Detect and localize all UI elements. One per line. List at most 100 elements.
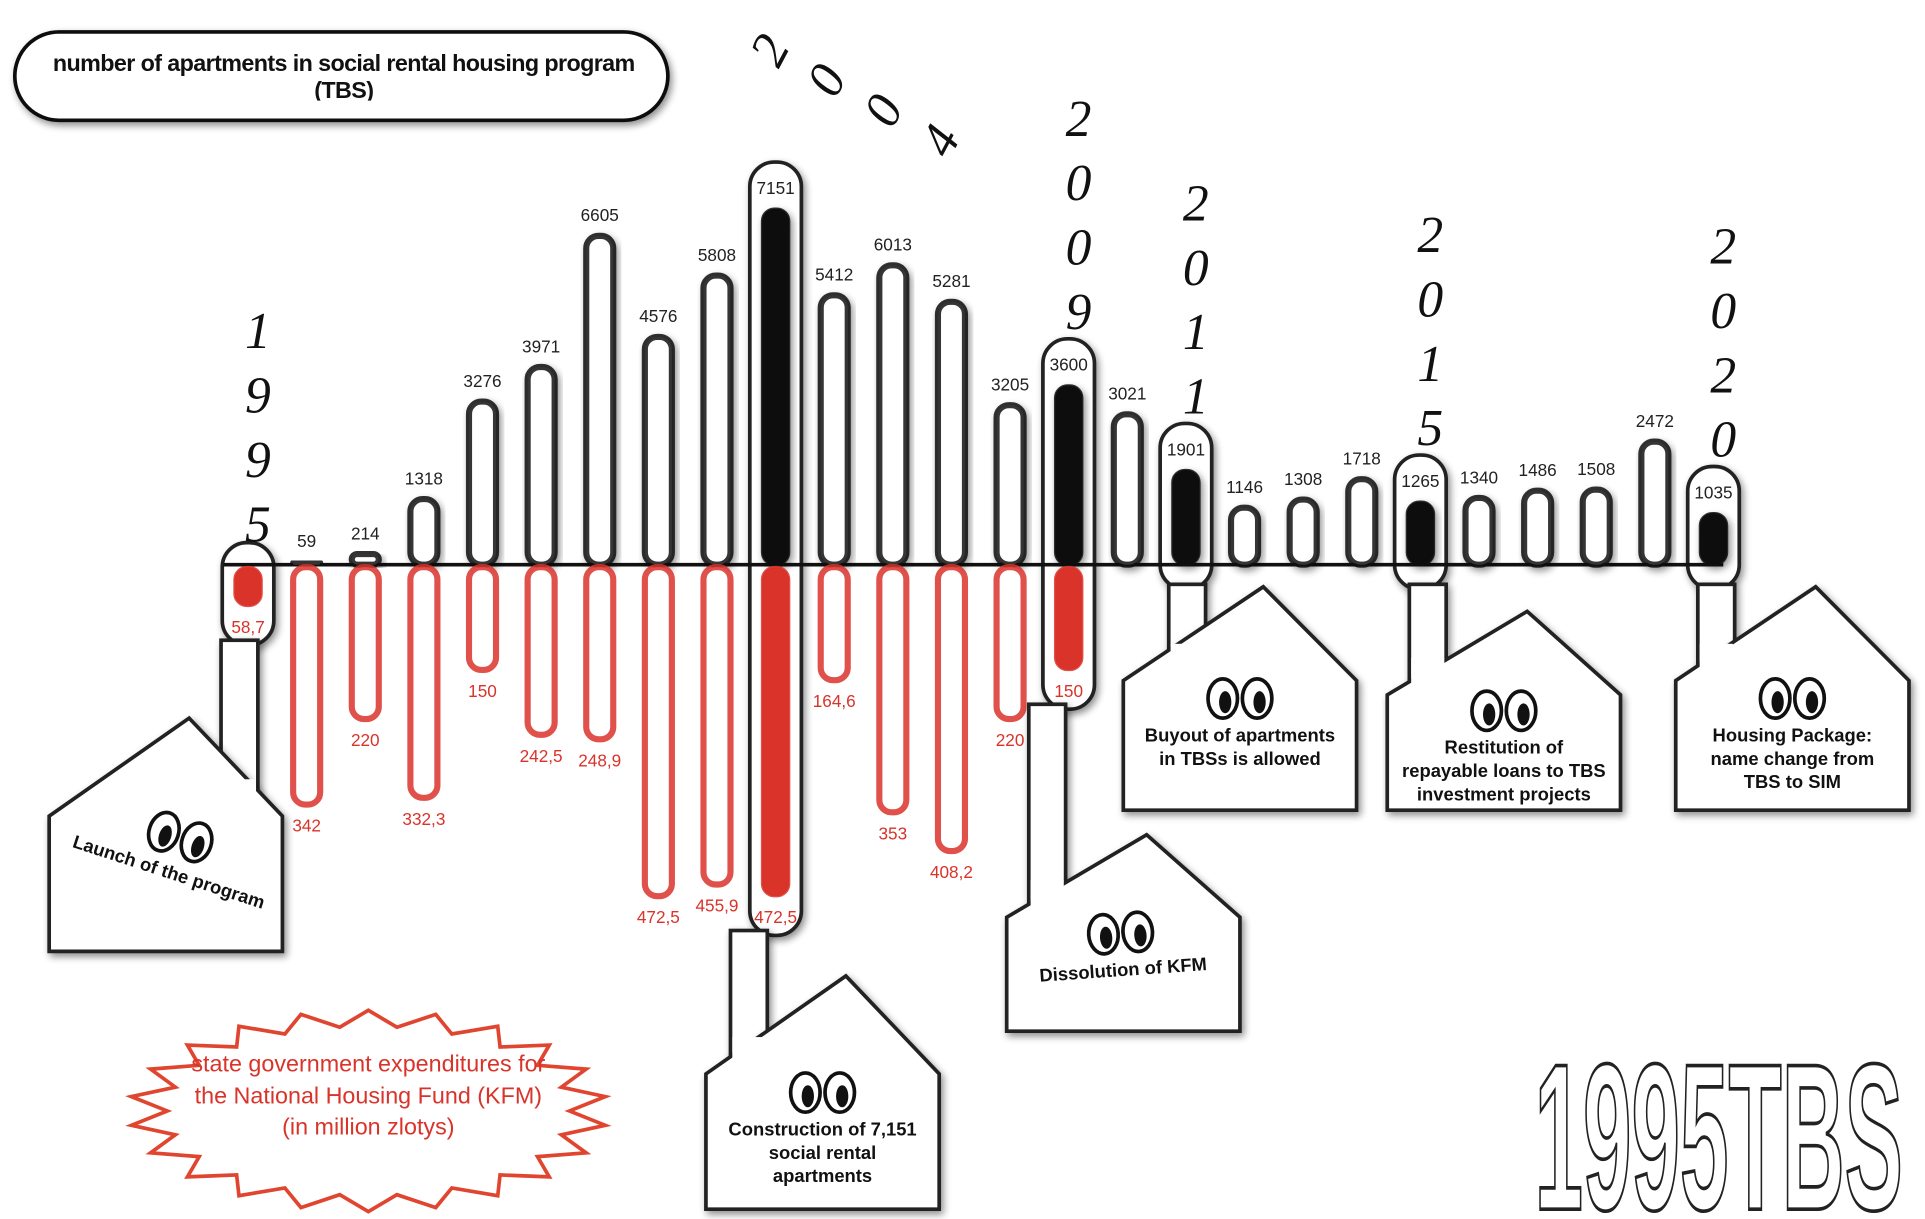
house-face: Housing Package: name change from TBS to… <box>1710 677 1874 793</box>
apartments-bar <box>993 402 1027 568</box>
apartments-bar <box>1521 487 1555 568</box>
apartments-bar <box>1053 384 1084 566</box>
chimney-cover <box>1030 880 1064 925</box>
chimney-cover <box>732 1037 766 1082</box>
apartments-label: 1901 <box>1167 439 1205 459</box>
expenditure-label: 472,5 <box>637 907 680 927</box>
house-face: Construction of 7,151 social rental apar… <box>728 1071 917 1187</box>
pupil <box>1099 926 1113 949</box>
house-face: Restitution of repayable loans to TBS in… <box>1402 689 1606 805</box>
chimney-cover <box>1411 658 1445 703</box>
caption-box: Housing Package: name change from TBS to… <box>1710 726 1874 793</box>
chimney-cover <box>1699 643 1733 688</box>
expenditure-label: 242,5 <box>520 746 563 766</box>
expenditure-label: 472,5 <box>754 907 797 927</box>
pupil <box>1253 691 1266 714</box>
legend-box: state government expenditures for the Na… <box>191 1052 545 1141</box>
expenditure-bar <box>233 565 263 608</box>
apartments-label: 2472 <box>1636 411 1674 431</box>
year-label: 2011 <box>1167 175 1224 432</box>
apartments-bar <box>1110 411 1144 568</box>
apartments-label: 3971 <box>522 336 560 356</box>
apartments-label: 1718 <box>1343 448 1381 468</box>
apartments-bar <box>1286 496 1320 568</box>
expenditure-bar <box>524 564 558 738</box>
apartments-bar <box>1171 468 1201 566</box>
apartments-bar <box>1638 438 1672 568</box>
apartments-label: 3021 <box>1108 384 1146 404</box>
apartments-bar <box>1227 504 1262 568</box>
apartments-bar <box>1345 476 1379 568</box>
apartments-bar <box>407 496 441 568</box>
logo: 1995TBS <box>1535 1021 1903 1219</box>
apartments-bar <box>583 232 617 568</box>
caption-box: Restitution of repayable loans to TBS in… <box>1402 737 1606 805</box>
pupil <box>190 835 205 858</box>
year-label: 1995 <box>229 303 286 560</box>
house-face: Dissolution of KFM <box>1039 910 1208 987</box>
apartments-label: 1265 <box>1401 471 1439 491</box>
expenditure-label: 342 <box>292 816 321 836</box>
expenditure-label: 58,7 <box>231 617 264 637</box>
year-label: 2020 <box>1695 219 1752 476</box>
apartments-label: 3600 <box>1050 355 1088 375</box>
house-caption: Construction of 7,151 social rental apar… <box>728 1119 917 1187</box>
expenditure-bar <box>934 564 969 855</box>
apartments-label: 6605 <box>581 205 619 225</box>
apartments-label: 3276 <box>463 371 501 391</box>
house <box>1385 609 1623 813</box>
pupil <box>801 1085 814 1108</box>
background-layer: number of apartments in social rental ho… <box>12 30 1905 1219</box>
expenditure-bar <box>290 564 324 808</box>
apartments-label: 6013 <box>874 235 912 255</box>
apartments-bar <box>1405 500 1436 566</box>
year-label: 2009 <box>1050 91 1107 348</box>
house <box>1673 584 1911 813</box>
apartments-label: 5808 <box>698 245 736 265</box>
title-cloud <box>12 30 670 123</box>
expenditure-bar <box>817 564 851 684</box>
expenditure-label: 150 <box>468 681 497 701</box>
pupil <box>1219 691 1232 714</box>
apartments-label: 1035 <box>1694 482 1732 502</box>
expenditure-label: 150 <box>1054 681 1083 701</box>
expenditure-label: 220 <box>996 730 1025 750</box>
apartments-bar <box>817 292 851 568</box>
expenditure-bar <box>993 564 1027 723</box>
pupil <box>1482 703 1496 726</box>
year-label: 2004 <box>732 12 986 183</box>
expenditure-bar <box>465 564 500 673</box>
apartments-label: 5412 <box>815 265 853 285</box>
expenditure-label: 220 <box>351 730 380 750</box>
pupil <box>1805 691 1819 714</box>
pupil <box>158 825 172 847</box>
title-box: number of apartments in social rental ho… <box>52 51 635 101</box>
apartments-label: 3205 <box>991 374 1029 394</box>
expenditure-label: 332,3 <box>402 809 445 829</box>
house <box>1121 584 1359 813</box>
year-label: 2015 <box>1402 207 1459 464</box>
apartments-label: 1340 <box>1460 467 1498 487</box>
chart-title: number of apartments in social rental ho… <box>52 51 635 101</box>
apartments-label: 1318 <box>405 468 443 488</box>
apartments-label: 5281 <box>932 271 970 291</box>
houses: Launch of the program Construction of 7,1… <box>47 582 1911 1212</box>
apartments-bar <box>934 298 969 568</box>
caption-box: Buyout of apartments in TBSs is allowed <box>1145 726 1335 770</box>
pupil <box>1517 703 1530 726</box>
apartments-label: 1146 <box>1226 477 1263 497</box>
apartments-bar <box>760 207 791 566</box>
expenditure-bar <box>583 564 617 743</box>
expenditure-bar <box>348 564 382 723</box>
expenditure-label: 455,9 <box>695 896 738 916</box>
apartments-label: 214 <box>351 523 380 543</box>
apartments-label: 1308 <box>1284 469 1322 489</box>
house-caption: Restitution of repayable loans to TBS in… <box>1402 737 1606 805</box>
pupil <box>1771 691 1784 714</box>
expenditure-bar <box>1053 565 1084 672</box>
apartments-label: 4576 <box>639 306 677 326</box>
apartments-label: 1486 <box>1519 460 1557 480</box>
apartments-bar <box>1698 511 1729 566</box>
